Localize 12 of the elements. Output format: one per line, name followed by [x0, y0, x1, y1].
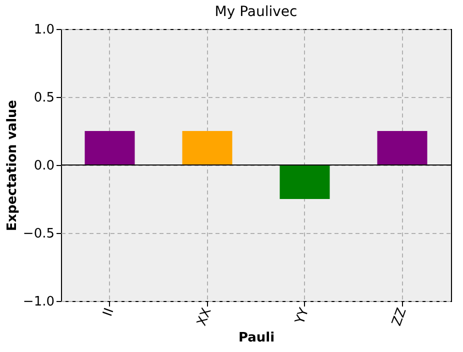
chart-title: My Paulivec: [214, 4, 298, 20]
y-tick-label: 0.0: [34, 158, 54, 174]
x-axis-title: Pauli: [238, 330, 275, 346]
y-tick-label: −1.0: [22, 294, 54, 310]
y-tick-label: 0.5: [34, 90, 54, 106]
x-tick-label: XX: [194, 306, 215, 328]
y-tick-label: 1.0: [34, 22, 54, 38]
x-tick-label: II: [100, 306, 118, 318]
x-tick-label: ZZ: [390, 306, 410, 328]
y-axis-title: Expectation value: [4, 100, 20, 232]
x-tick-label: YY: [292, 306, 312, 328]
y-tick-label: −0.5: [22, 226, 54, 242]
